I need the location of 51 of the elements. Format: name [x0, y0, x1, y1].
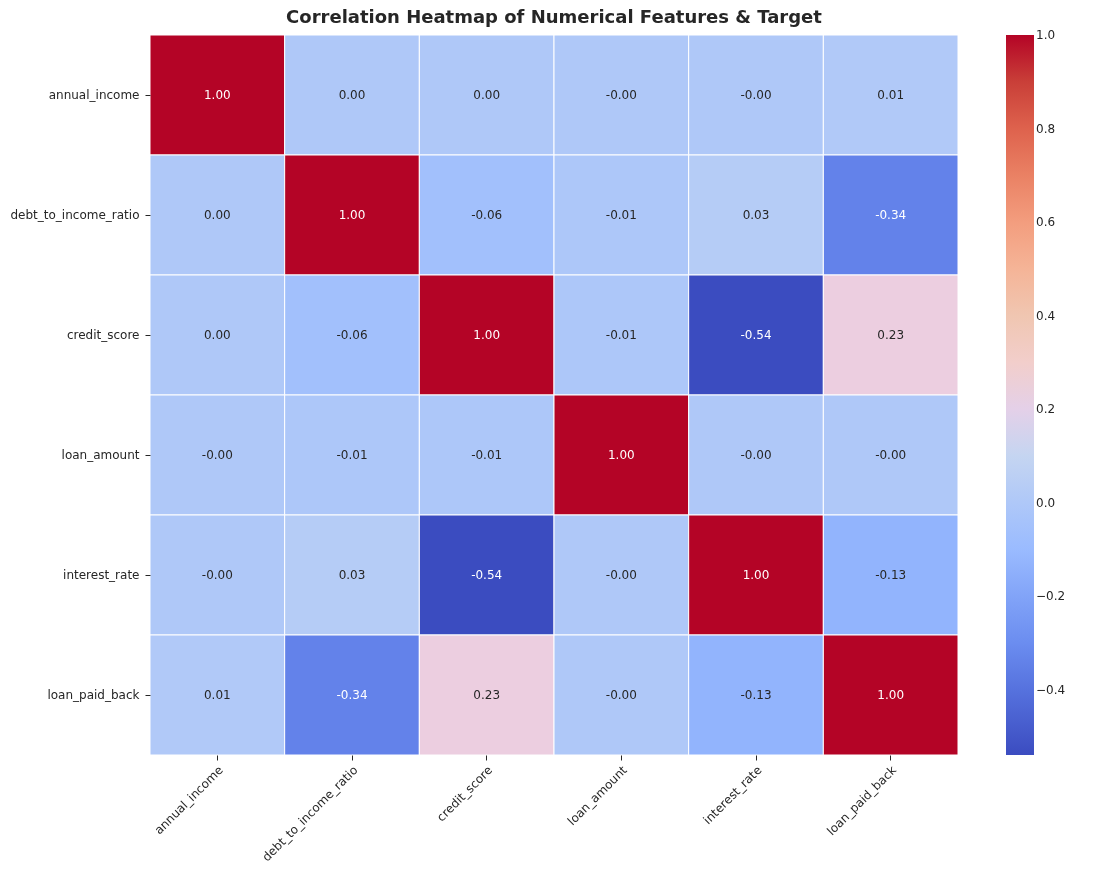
color-bar-label: −0.4: [1036, 682, 1066, 697]
data-label: 1.00: [607, 448, 635, 462]
data-label: -0.01: [605, 208, 637, 222]
data-label: 0.01: [877, 88, 905, 102]
data-label: -0.01: [336, 448, 368, 462]
data-label: -0.13: [875, 568, 907, 582]
color-bar-label: 0.4: [1036, 308, 1056, 323]
data-label: -0.01: [471, 448, 503, 462]
y-tick-label: credit_score: [66, 328, 140, 342]
data-label: -0.00: [201, 568, 233, 582]
data-label: 0.00: [203, 208, 231, 222]
y-tick-label: debt_to_income_ratio: [10, 208, 140, 222]
y-tick-label: interest_rate: [63, 568, 140, 582]
data-label: -0.34: [336, 688, 368, 702]
data-label: 0.03: [338, 568, 366, 582]
data-label: 0.03: [742, 208, 770, 222]
data-label: -0.54: [740, 328, 772, 342]
y-tick-label: loan_paid_back: [47, 688, 140, 702]
data-label: -0.00: [875, 448, 907, 462]
data-label: 0.00: [338, 88, 366, 102]
data-label: -0.00: [605, 688, 637, 702]
data-label: 0.23: [473, 688, 501, 702]
color-bar-label: 0.8: [1036, 121, 1056, 136]
color-bar-label: −0.2: [1036, 589, 1066, 604]
data-label: -0.06: [471, 208, 503, 222]
data-label: -0.01: [605, 328, 637, 342]
data-label: 1.00: [473, 328, 501, 342]
data-label: -0.06: [336, 328, 368, 342]
data-label: 0.01: [203, 688, 231, 702]
color-bar-label: 0.6: [1036, 215, 1056, 230]
data-label: -0.00: [201, 448, 233, 462]
chart-title: Correlation Heatmap of Numerical Features & Target: [286, 5, 823, 27]
data-label: 1.00: [877, 688, 905, 702]
data-label: -0.54: [471, 568, 503, 582]
color-bar-label: 0.2: [1036, 402, 1056, 417]
data-label: 1.00: [338, 208, 366, 222]
data-label: -0.00: [740, 88, 772, 102]
data-label: -0.34: [875, 208, 907, 222]
y-tick-label: annual_income: [48, 88, 140, 102]
data-label: -0.13: [740, 688, 772, 702]
data-label: -0.00: [605, 88, 637, 102]
y-tick-label: loan_amount: [61, 448, 140, 462]
data-label: 0.00: [473, 88, 501, 102]
color-bar-label: 1.0: [1036, 28, 1056, 42]
data-label: 0.23: [877, 328, 905, 342]
data-label: 0.00: [203, 328, 231, 342]
data-label: 1.00: [742, 568, 770, 582]
data-label: -0.00: [605, 568, 637, 582]
data-label: 1.00: [203, 88, 231, 102]
color-bar-label: 0.0: [1036, 495, 1056, 510]
data-label: -0.00: [740, 448, 772, 462]
